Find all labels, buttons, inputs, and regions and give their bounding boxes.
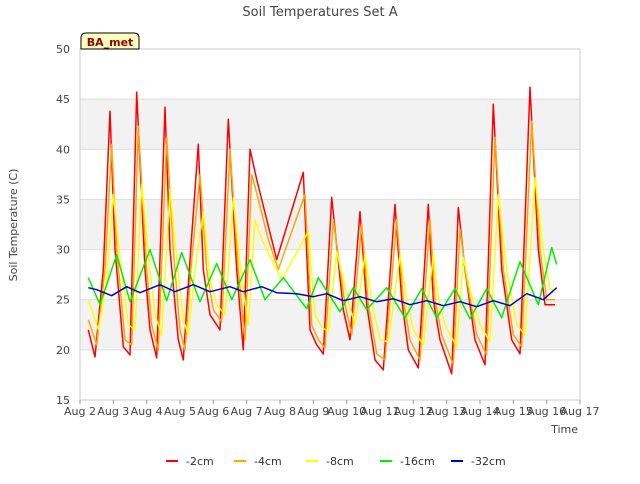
series-line-minus-32cm [88, 283, 558, 308]
x-tick-label: Aug 10 [327, 405, 366, 418]
x-tick-label: Aug 12 [394, 405, 433, 418]
y-tick-label: 15 [56, 394, 70, 407]
plot-area-frame [79, 48, 581, 401]
x-tick-label: Aug 2 [64, 405, 96, 418]
legend-label: -16cm [400, 455, 435, 468]
x-tick-label: Aug 9 [297, 405, 329, 418]
x-tick-label: Aug 8 [264, 405, 296, 418]
x-tick-label: Aug 11 [361, 405, 400, 418]
x-tick-label: Aug 13 [427, 405, 466, 418]
y-tick-labels: 15 20 25 30 35 40 45 50 [56, 43, 70, 407]
legend-label: -8cm [326, 455, 354, 468]
chart-title: Soil Temperatures Set A [242, 5, 397, 20]
y-axis-label: Soil Temperature (C) [7, 169, 20, 282]
legend-label: -4cm [254, 455, 282, 468]
x-tick-labels: Aug 2 Aug 3 Aug 4 Aug 5 Aug 6 Aug 7 Aug 8 Aug 9… [64, 400, 599, 418]
annotation-box: BA_met [80, 32, 140, 50]
x-tick-label: Aug 14 [461, 405, 500, 418]
series-lines [87, 86, 558, 375]
x-tick-label: Aug 16 [527, 405, 566, 418]
y-tick-label: 20 [56, 344, 70, 357]
y-tick-label: 30 [56, 244, 70, 257]
series-line-minus-8cm [87, 176, 555, 348]
x-tick-label: Aug 7 [231, 405, 263, 418]
annotation-label: BA_met [87, 36, 134, 49]
y-tick-label: 35 [56, 193, 70, 206]
legend-label: -2cm [186, 455, 214, 468]
band-2 [80, 99, 580, 150]
x-tick-label: Aug 17 [561, 405, 600, 418]
y-tick-label: 25 [56, 294, 70, 307]
x-axis-label: Time [550, 423, 578, 436]
x-tick-label: Aug 6 [197, 405, 229, 418]
y-tick-label: 45 [56, 93, 70, 106]
series-line-minus-4cm [87, 120, 555, 366]
x-tick-label: Aug 5 [164, 405, 196, 418]
y-tick-label: 50 [56, 43, 70, 56]
x-tick-label: Aug 4 [131, 405, 163, 418]
annotation-shape [80, 32, 140, 50]
x-tick-label: Aug 15 [494, 405, 533, 418]
y-tick-label: 40 [56, 143, 70, 156]
legend-label: -32cm [471, 455, 506, 468]
x-tick-label: Aug 3 [97, 405, 129, 418]
legend: -2cm -4cm -8cm -16cm -32cm [166, 455, 506, 468]
